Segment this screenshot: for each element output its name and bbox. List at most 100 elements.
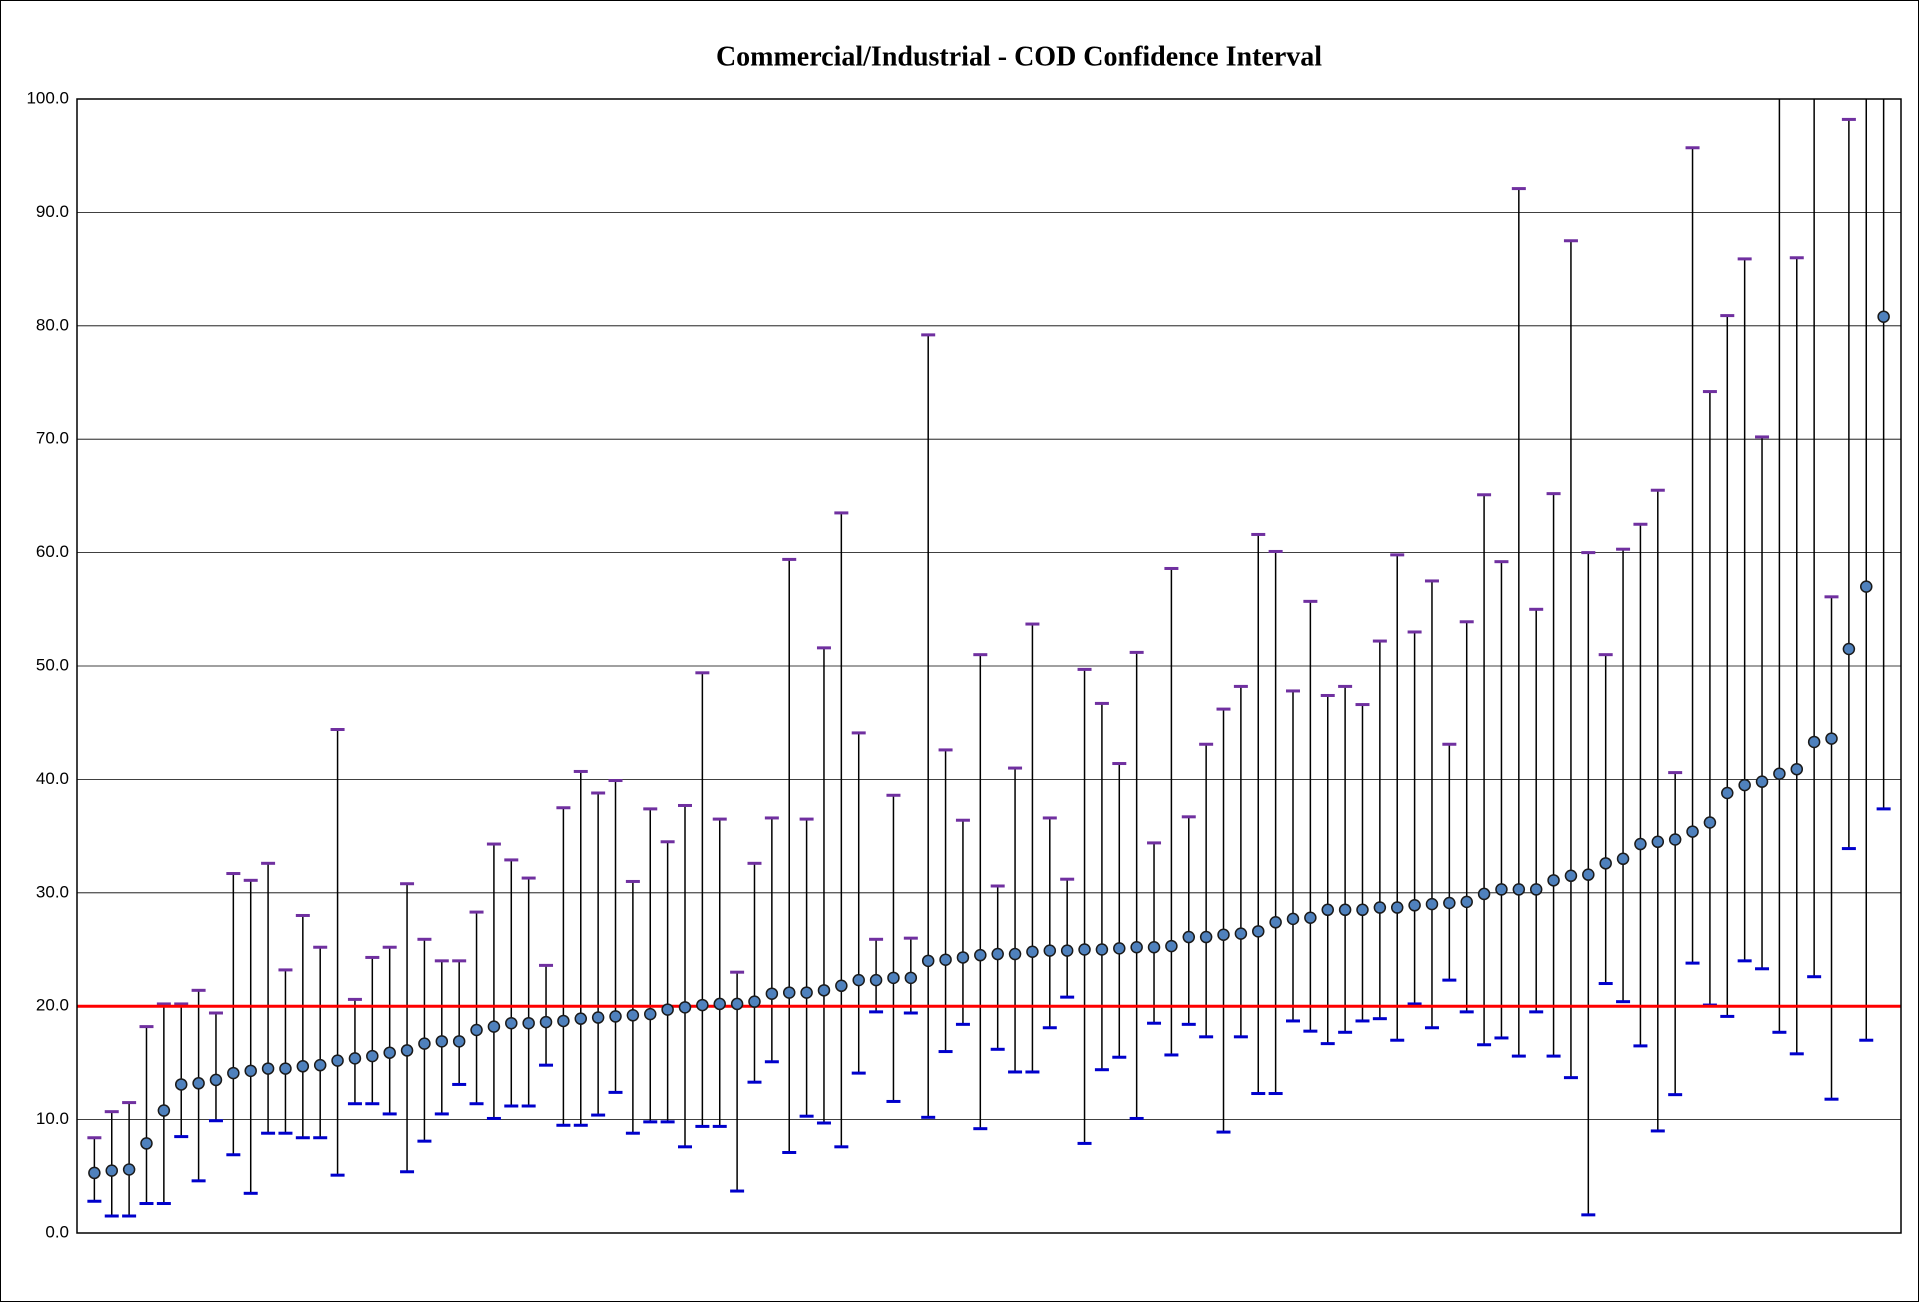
mean-point (296, 1060, 310, 1073)
mean-point (383, 1046, 396, 1059)
mean-point (1252, 925, 1265, 938)
y-tick-label: 70.0 (36, 429, 69, 448)
mean-point (904, 971, 918, 985)
y-tick-label: 0.0 (45, 1222, 69, 1241)
mean-point (1269, 916, 1282, 929)
mean-point (974, 948, 987, 962)
mean-point (1078, 943, 1091, 956)
mean-point (487, 1020, 501, 1033)
mean-point (209, 1073, 223, 1087)
mean-point (279, 1062, 292, 1075)
mean-point (1234, 927, 1248, 940)
mean-point (1147, 940, 1161, 954)
mean-point (1008, 947, 1022, 961)
mean-point (452, 1035, 466, 1048)
mean-point (1182, 930, 1196, 944)
mean-point (1060, 944, 1074, 957)
mean-point (400, 1044, 414, 1057)
mean-point (644, 1007, 657, 1021)
mean-point (1738, 778, 1751, 792)
mean-point (991, 947, 1004, 961)
mean-point (1547, 874, 1560, 887)
mean-point (1026, 945, 1039, 959)
y-tick-label: 60.0 (36, 542, 69, 561)
y-tick-label: 100.0 (26, 88, 69, 107)
mean-point (313, 1058, 327, 1072)
mean-point (1582, 868, 1595, 881)
mean-point (1668, 833, 1682, 846)
mean-point (1408, 899, 1421, 912)
y-tick-label: 40.0 (36, 769, 69, 788)
mean-point (1616, 852, 1630, 866)
plot-frame (76, 98, 1902, 1234)
mean-point (835, 979, 848, 993)
mean-point (1860, 580, 1873, 593)
mean-point (557, 1014, 570, 1028)
mean-point (765, 987, 779, 1000)
mean-point (470, 1023, 483, 1037)
mean-point (1390, 901, 1404, 914)
mean-point (1130, 940, 1143, 954)
mean-point (696, 998, 709, 1012)
mean-point (591, 1011, 605, 1024)
mean-point (140, 1137, 153, 1150)
mean-point (1286, 912, 1300, 926)
mean-point (1634, 837, 1647, 851)
mean-point (1304, 911, 1317, 924)
mean-point (1825, 732, 1838, 745)
mean-point (122, 1163, 136, 1176)
mean-point (261, 1062, 275, 1075)
mean-point (1651, 835, 1665, 849)
mean-point (713, 997, 726, 1011)
mean-point (435, 1035, 449, 1048)
mean-point (939, 953, 952, 966)
mean-point (1529, 883, 1543, 896)
mean-point (192, 1077, 205, 1090)
y-tick-label: 20.0 (36, 996, 69, 1015)
mean-point (1512, 883, 1526, 896)
mean-point (505, 1016, 518, 1030)
mean-point (1217, 928, 1230, 942)
mean-point (539, 1015, 553, 1029)
chart-title: Commercial/Industrial - COD Confidence I… (716, 41, 1322, 72)
mean-point (1443, 896, 1456, 910)
mean-point (1338, 903, 1352, 917)
mean-point (1790, 762, 1804, 776)
mean-point (1686, 825, 1699, 838)
mean-point (1321, 903, 1334, 917)
mean-point (1199, 930, 1213, 944)
mean-point (1356, 903, 1369, 917)
mean-point (730, 997, 744, 1011)
mean-point (1165, 939, 1178, 953)
mean-point (678, 1001, 692, 1014)
mean-point (921, 954, 935, 968)
mean-point (887, 971, 900, 985)
mean-point (1460, 895, 1473, 909)
mean-point (1564, 869, 1578, 883)
mean-point (1773, 767, 1786, 780)
mean-point (661, 1003, 674, 1016)
mean-point (1703, 816, 1717, 829)
mean-point (1373, 901, 1387, 914)
y-tick-label: 30.0 (36, 882, 69, 901)
mean-point (227, 1066, 240, 1080)
mean-point (1477, 887, 1491, 901)
mean-point (748, 995, 761, 1008)
mean-point (800, 986, 813, 999)
mean-point (174, 1078, 188, 1091)
mean-point (522, 1016, 535, 1030)
mean-point (1807, 735, 1821, 749)
mean-point (1842, 642, 1856, 656)
mean-point (348, 1052, 362, 1065)
mean-point (105, 1164, 118, 1177)
mean-point (157, 1104, 171, 1117)
mean-point (1095, 943, 1109, 956)
mean-point (331, 1054, 344, 1067)
mean-point (366, 1049, 379, 1063)
mean-point (1877, 310, 1890, 323)
y-tick-label: 90.0 (36, 202, 69, 221)
mean-point (418, 1037, 431, 1050)
mean-point (1495, 883, 1508, 896)
mean-point (1043, 944, 1057, 957)
y-tick-label: 10.0 (36, 1109, 69, 1128)
